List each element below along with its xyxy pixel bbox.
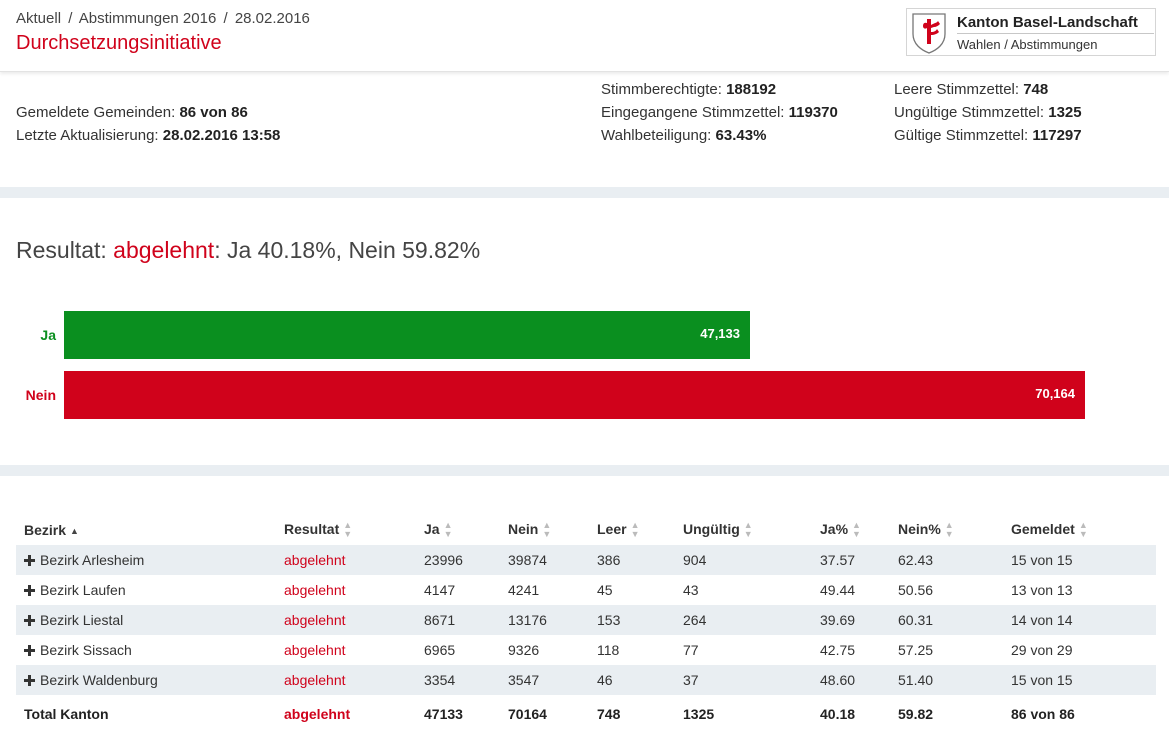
logo-name: Kanton Basel-Landschaft (957, 14, 1154, 34)
bar-ja: 47,133 (64, 311, 750, 359)
breadcrumb: Aktuell / Abstimmungen 2016 / 28.02.2016 (16, 10, 310, 27)
stat-ungueltige: Ungültige Stimmzettel: 1325 (894, 104, 1082, 121)
result-verdict: abgelehnt (113, 237, 215, 263)
section-divider (0, 465, 1169, 476)
sort-icon: ▲ ▼ (443, 520, 453, 540)
col-header-ja-pct[interactable]: Ja% ▲ ▼ (820, 520, 861, 540)
results-table: Bezirk ▲ Resultat ▲ ▼ Ja ▲ ▼ Nein ▲ ▼ Leer ▲ ▼ Un… (16, 515, 1156, 733)
bar-label-nein: Nein (25, 387, 56, 403)
bar-value-ja: 47,133 (700, 326, 740, 341)
sort-icon: ▲ ▼ (630, 520, 640, 540)
expand-plus-icon[interactable] (24, 555, 35, 566)
expand-plus-icon[interactable] (24, 675, 35, 686)
table-row[interactable]: Bezirk Laufen abgelehnt 4147 4241 45 43 … (16, 575, 1156, 605)
section-divider (0, 187, 1169, 198)
stat-eingegangene: Eingegangene Stimmzettel: 119370 (601, 104, 838, 121)
col-header-ungueltig[interactable]: Ungültig ▲ ▼ (683, 520, 753, 540)
sort-icon: ▲ ▼ (743, 520, 753, 540)
col-header-bezirk[interactable]: Bezirk ▲ (24, 522, 79, 538)
page-title: Durchsetzungsinitiative (16, 32, 222, 54)
col-header-nein[interactable]: Nein ▲ ▼ (508, 520, 552, 540)
expand-plus-icon[interactable] (24, 645, 35, 656)
col-header-leer[interactable]: Leer ▲ ▼ (597, 520, 640, 540)
stat-gemeinden: Gemeldete Gemeinden: 86 von 86 (16, 104, 248, 121)
sort-icon: ▲ ▼ (944, 520, 954, 540)
crest-icon (912, 13, 946, 54)
breadcrumb-date[interactable]: 28.02.2016 (234, 10, 310, 27)
table-row[interactable]: Bezirk Sissach abgelehnt 6965 9326 118 7… (16, 635, 1156, 665)
table-total-row: Total Kanton abgelehnt 47133 70164 748 1… (24, 706, 1075, 722)
bar-label-ja: Ja (40, 327, 56, 343)
stat-leere: Leere Stimmzettel: 748 (894, 81, 1049, 98)
stat-gueltige: Gültige Stimmzettel: 117297 (894, 127, 1082, 144)
stats-panel: Gemeldete Gemeinden: 86 von 86 Letzte Ak… (0, 72, 1169, 187)
breadcrumb-separator: / (223, 10, 228, 27)
breadcrumb-abstimmungen[interactable]: Abstimmungen 2016 (78, 10, 217, 27)
col-header-nein-pct[interactable]: Nein% ▲ ▼ (898, 520, 954, 540)
col-header-gemeldet[interactable]: Gemeldet ▲ ▼ (1011, 520, 1088, 540)
table-row[interactable]: Bezirk Arlesheim abgelehnt 23996 39874 3… (16, 545, 1156, 575)
sort-icon: ▲ ▼ (1078, 520, 1088, 540)
stat-stimmberechtigte: Stimmberechtigte: 188192 (601, 81, 777, 98)
expand-plus-icon[interactable] (24, 585, 35, 596)
sort-asc-icon: ▲ (70, 525, 79, 536)
bar-nein: 70,164 (64, 371, 1085, 419)
bar-value-nein: 70,164 (1035, 386, 1075, 401)
sort-icon: ▲ ▼ (852, 520, 861, 540)
breadcrumb-separator: / (68, 10, 73, 27)
table-row[interactable]: Bezirk Liestal abgelehnt 8671 13176 153 … (16, 605, 1156, 635)
expand-plus-icon[interactable] (24, 615, 35, 626)
logo[interactable]: Kanton Basel-Landschaft Wahlen / Abstimm… (906, 8, 1156, 56)
col-header-ja[interactable]: Ja ▲ ▼ (424, 520, 453, 540)
col-header-resultat[interactable]: Resultat ▲ ▼ (284, 520, 353, 540)
sort-icon: ▲ ▼ (343, 520, 353, 540)
page-header: Aktuell / Abstimmungen 2016 / 28.02.2016… (0, 0, 1169, 72)
sort-icon: ▲ ▼ (542, 520, 552, 540)
table-row[interactable]: Bezirk Waldenburg abgelehnt 3354 3547 46… (16, 665, 1156, 695)
logo-subtitle: Wahlen / Abstimmungen (957, 37, 1098, 52)
breadcrumb-aktuell[interactable]: Aktuell (16, 10, 62, 27)
table-header-row: Bezirk ▲ Resultat ▲ ▼ Ja ▲ ▼ Nein ▲ ▼ Leer ▲ ▼ Un… (16, 515, 1156, 545)
result-heading: Resultat: abgelehnt: Ja 40.18%, Nein 59.… (16, 237, 481, 263)
stat-wahlbeteiligung: Wahlbeteiligung: 63.43% (601, 127, 767, 144)
stat-aktualisierung: Letzte Aktualisierung: 28.02.2016 13:58 (16, 127, 281, 144)
